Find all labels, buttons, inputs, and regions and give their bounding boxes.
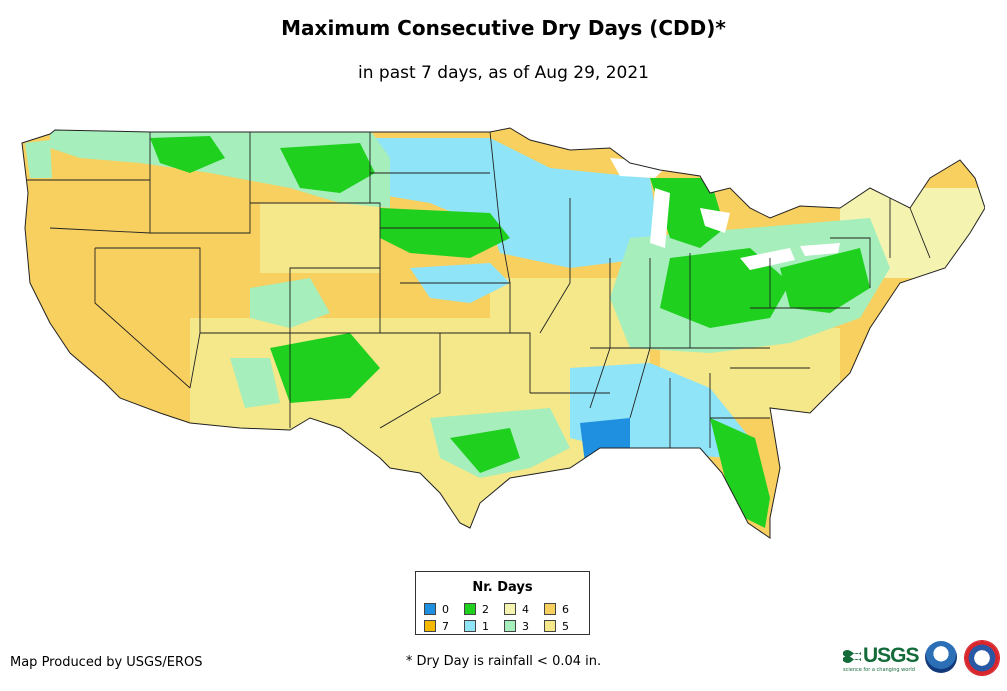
- legend-swatch: [504, 603, 516, 615]
- legend: Nr. Days 0 2 4 6 7 1 3 5: [415, 571, 590, 635]
- legend-title: Nr. Days: [472, 580, 533, 595]
- legend-label: 6: [562, 602, 569, 616]
- nws-logo: [964, 640, 1000, 676]
- legend-item: 6: [544, 602, 584, 616]
- legend-swatch: [424, 603, 436, 615]
- legend-swatch: [464, 603, 476, 615]
- legend-label: 0: [442, 602, 449, 616]
- footnote: * Dry Day is rainfall < 0.04 in.: [405, 654, 602, 669]
- usgs-logo-text: USGS: [863, 644, 920, 667]
- map-subtitle: in past 7 days, as of Aug 29, 2021: [358, 63, 649, 83]
- legend-label: 1: [482, 619, 489, 633]
- usgs-logo: USGS science for a changing world: [843, 644, 920, 673]
- us-dry-days-map: [21, 127, 985, 539]
- agency-logos: USGS science for a changing world: [843, 640, 1003, 680]
- legend-swatch: [504, 620, 516, 632]
- legend-item: 4: [504, 602, 544, 616]
- legend-label: 2: [482, 602, 489, 616]
- legend-label: 5: [562, 619, 569, 633]
- legend-item: 3: [504, 619, 544, 633]
- noaa-logo: [925, 641, 957, 673]
- map-title: Maximum Consecutive Dry Days (CDD)*: [281, 16, 726, 40]
- legend-swatch: [544, 620, 556, 632]
- legend-swatch: [544, 603, 556, 615]
- legend-swatch: [424, 620, 436, 632]
- legend-item: 7: [424, 619, 464, 633]
- legend-item: 2: [464, 602, 504, 616]
- legend-grid: 0 2 4 6 7 1 3 5: [424, 602, 589, 633]
- legend-item: 1: [464, 619, 504, 633]
- usgs-wave-icon: [843, 650, 861, 663]
- legend-label: 3: [522, 619, 529, 633]
- legend-swatch: [464, 620, 476, 632]
- legend-label: 7: [442, 619, 449, 633]
- legend-item: 0: [424, 602, 464, 616]
- credit-text: Map Produced by USGS/EROS: [10, 655, 203, 670]
- legend-item: 5: [544, 619, 584, 633]
- usgs-tagline: science for a changing world: [843, 667, 915, 673]
- legend-label: 4: [522, 602, 529, 616]
